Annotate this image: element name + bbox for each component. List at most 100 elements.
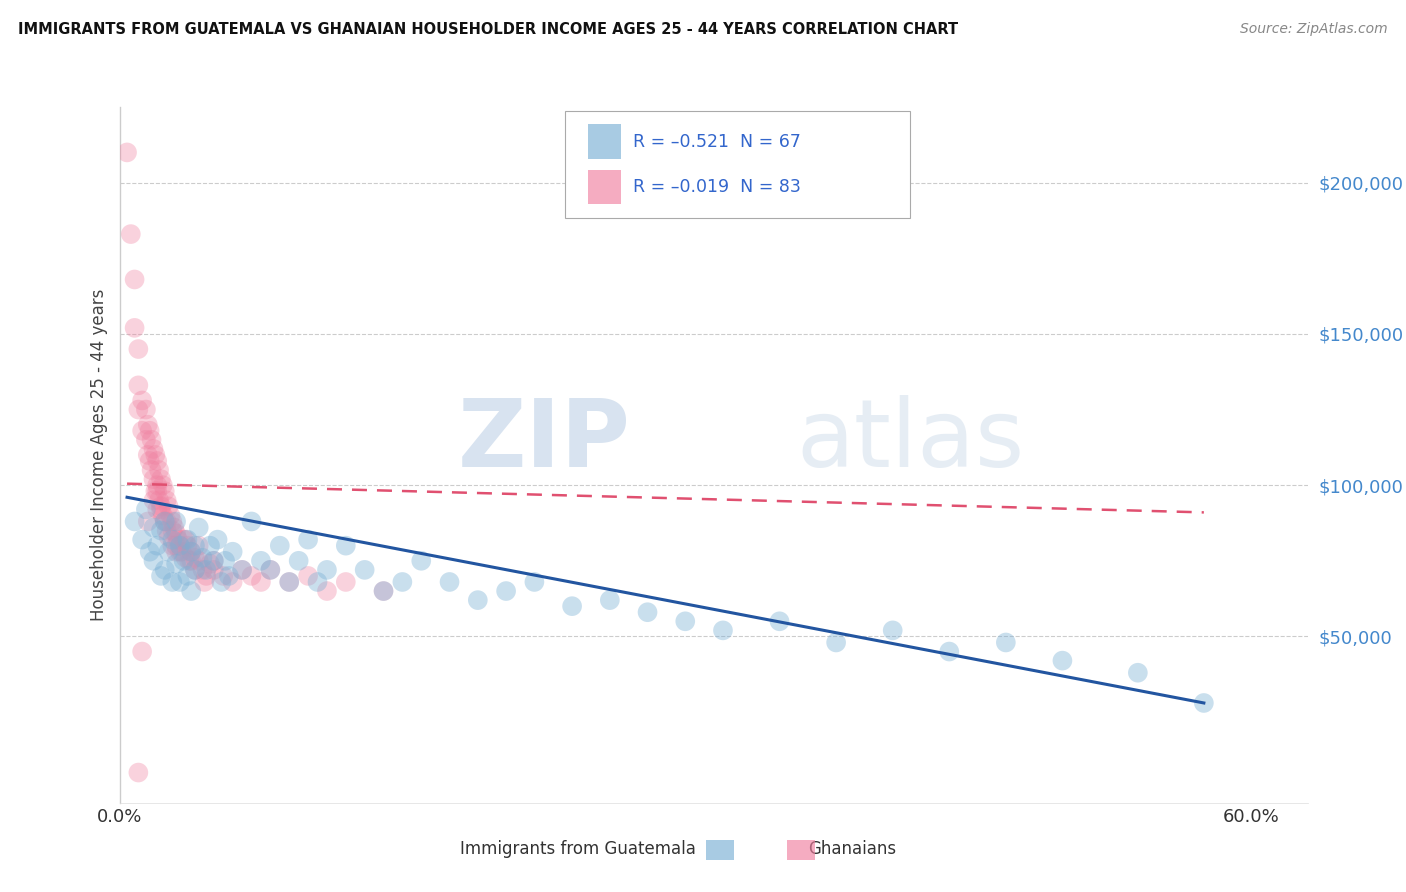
Point [142,442,165,456]
Point [711,624,734,638]
Point [191,563,214,577]
Point [150,502,173,516]
Point [153,515,176,529]
Point [221,574,243,589]
Point [157,545,180,559]
Point [143,448,166,462]
Point [159,508,181,523]
Point [135,433,157,447]
Point [124,321,146,335]
Point [1052,654,1074,668]
Text: ZIP: ZIP [457,395,630,487]
Point [165,515,187,529]
Point [156,493,179,508]
Point [156,524,179,538]
Text: R = –0.521  N = 67: R = –0.521 N = 67 [633,133,800,151]
Point [214,554,236,568]
Point [373,584,395,599]
Point [162,533,184,547]
Point [162,524,184,538]
Y-axis label: Householder Income Ages 25 - 44 years: Householder Income Ages 25 - 44 years [90,289,108,621]
Point [207,533,229,547]
Point [287,554,309,568]
Point [146,539,169,553]
Point [218,569,240,583]
Point [335,574,357,589]
Point [1126,665,1149,680]
Point [135,502,157,516]
Point [124,272,146,286]
Point [152,478,174,492]
Text: Source: ZipAtlas.com: Source: ZipAtlas.com [1240,22,1388,37]
Point [195,569,218,583]
Point [269,539,291,553]
Point [184,563,207,577]
Point [221,545,243,559]
Point [138,424,160,438]
Point [259,563,281,577]
Point [115,145,138,160]
Point [259,563,281,577]
Point [373,584,395,599]
Point [637,605,659,619]
Point [240,515,263,529]
Point [150,472,173,486]
Point [156,515,179,529]
Point [179,554,201,568]
Point [202,554,225,568]
Point [297,569,319,583]
Point [162,574,184,589]
Point [439,574,461,589]
Point [561,599,583,614]
Point [316,584,339,599]
Point [184,550,207,565]
Point [231,563,253,577]
Point [250,554,273,568]
Point [165,557,187,571]
Point [127,342,149,356]
Point [882,624,904,638]
Point [131,533,153,547]
Point [209,574,232,589]
Point [825,635,848,649]
Point [165,539,187,553]
Text: atlas: atlas [797,395,1025,487]
Point [170,545,193,559]
Point [391,574,413,589]
Point [135,402,157,417]
Point [148,463,170,477]
Point [165,526,187,541]
Point [141,463,163,477]
Point [240,569,263,583]
Point [176,569,198,583]
Point [278,574,301,589]
Point [127,402,149,417]
Point [136,448,159,462]
Point [153,515,176,529]
Point [153,484,176,499]
Point [146,454,169,468]
FancyBboxPatch shape [588,169,621,204]
Point [176,533,198,547]
Point [142,554,165,568]
Point [180,545,202,559]
Point [467,593,489,607]
Point [994,635,1017,649]
Point [138,454,160,468]
Point [157,530,180,544]
Point [938,644,960,658]
Point [278,574,301,589]
Point [167,533,190,547]
Point [173,533,195,547]
FancyBboxPatch shape [588,124,621,159]
Point [169,574,191,589]
Point [127,765,149,780]
Point [180,554,202,568]
Point [599,593,621,607]
Point [136,515,159,529]
Point [148,493,170,508]
Point [165,545,187,559]
Point [174,533,197,547]
Point [673,615,696,629]
Point [150,524,173,538]
